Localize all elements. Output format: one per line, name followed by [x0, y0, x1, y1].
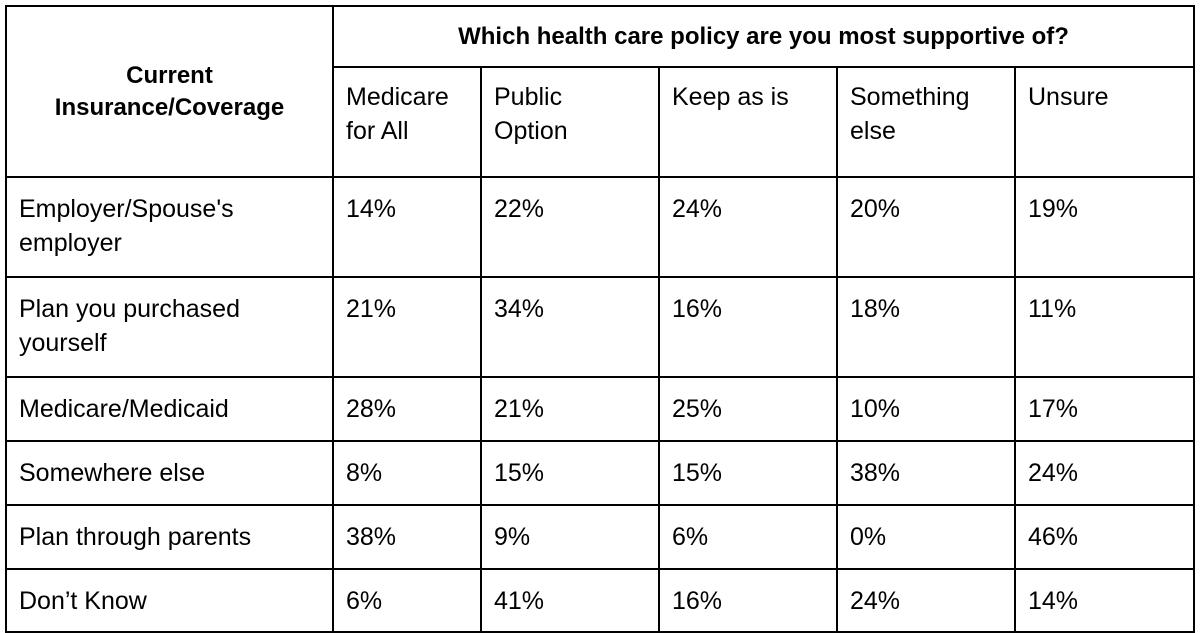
- corner-label-line1: Current: [126, 61, 213, 89]
- table-cell: 10%: [836, 376, 1016, 442]
- table-row: Employer/Spouse's employer 14% 22% 24% 20…: [5, 176, 1195, 278]
- row-label-line1: Employer/Spouse's: [19, 195, 234, 223]
- table-cell: 24%: [658, 176, 838, 278]
- table-cell: 16%: [658, 276, 838, 378]
- table-cell: 41%: [480, 568, 660, 633]
- survey-table: Current Insurance/Coverage Which health …: [5, 5, 1195, 633]
- table-cell: 38%: [332, 504, 482, 570]
- column-header: Unsure: [1014, 66, 1195, 178]
- row-header: Don’t Know: [5, 568, 334, 633]
- table-cell: 0%: [836, 504, 1016, 570]
- table-cell: 16%: [658, 568, 838, 633]
- table-cell: 20%: [836, 176, 1016, 278]
- table-cell: 14%: [332, 176, 482, 278]
- table-cell: 9%: [480, 504, 660, 570]
- table-cell: 11%: [1014, 276, 1195, 378]
- column-header-line1: Public: [494, 83, 563, 111]
- table-cell: 19%: [1014, 176, 1195, 278]
- table-cell: 21%: [332, 276, 482, 378]
- column-header-line1: Something: [850, 83, 970, 111]
- table-cell: 15%: [658, 440, 838, 506]
- row-label-line1: Plan you purchased: [19, 295, 240, 323]
- row-header: Plan you purchased yourself: [5, 276, 334, 378]
- table-row: Somewhere else 8% 15% 15% 38% 24%: [5, 440, 1195, 506]
- table-cell: 18%: [836, 276, 1016, 378]
- column-header: Medicare for All: [332, 66, 482, 178]
- table-cell: 25%: [658, 376, 838, 442]
- table-cell: 17%: [1014, 376, 1195, 442]
- table-row: Medicare/Medicaid 28% 21% 25% 10% 17%: [5, 376, 1195, 442]
- column-header: Public Option: [480, 66, 660, 178]
- corner-header: Current Insurance/Coverage: [5, 5, 334, 178]
- column-header: Something else: [836, 66, 1016, 178]
- table-cell: 46%: [1014, 504, 1195, 570]
- table-cell: 21%: [480, 376, 660, 442]
- table-cell: 22%: [480, 176, 660, 278]
- column-header-row: Medicare for All Public Option Keep as is …: [6, 66, 1195, 178]
- row-header: Plan through parents: [5, 504, 334, 570]
- group-header: Which health care policy are you most su…: [332, 5, 1195, 68]
- table-row: Plan through parents 38% 9% 6% 0% 46%: [5, 504, 1195, 570]
- column-header-line1: Medicare: [346, 83, 449, 111]
- group-header-row: Current Insurance/Coverage Which health …: [5, 5, 1195, 178]
- row-header: Somewhere else: [5, 440, 334, 506]
- survey-table-container: Current Insurance/Coverage Which health …: [5, 5, 1195, 633]
- table-cell: 6%: [332, 568, 482, 633]
- table-cell: 8%: [332, 440, 482, 506]
- table-cell: 38%: [836, 440, 1016, 506]
- table-cell: 34%: [480, 276, 660, 378]
- column-header-line2: for All: [346, 117, 409, 145]
- row-header: Employer/Spouse's employer: [5, 176, 334, 278]
- row-label-line2: employer: [19, 229, 122, 257]
- table-cell: 24%: [836, 568, 1016, 633]
- table-cell: 14%: [1014, 568, 1195, 633]
- row-label-line2: yourself: [19, 329, 107, 357]
- column-header-line1: Keep as is: [672, 83, 789, 111]
- column-header: Keep as is: [658, 66, 838, 178]
- column-header-line1: Unsure: [1028, 83, 1109, 111]
- column-header-line2: else: [850, 117, 896, 145]
- table-cell: 28%: [332, 376, 482, 442]
- table-cell: 24%: [1014, 440, 1195, 506]
- row-header: Medicare/Medicaid: [5, 376, 334, 442]
- corner-label-line2: Insurance/Coverage: [54, 93, 285, 121]
- table-cell: 15%: [480, 440, 660, 506]
- table-row: Don’t Know 6% 41% 16% 24% 14%: [5, 568, 1195, 633]
- column-header-line2: Option: [494, 117, 568, 145]
- table-row: Plan you purchased yourself 21% 34% 16% 1…: [5, 276, 1195, 378]
- table-cell: 6%: [658, 504, 838, 570]
